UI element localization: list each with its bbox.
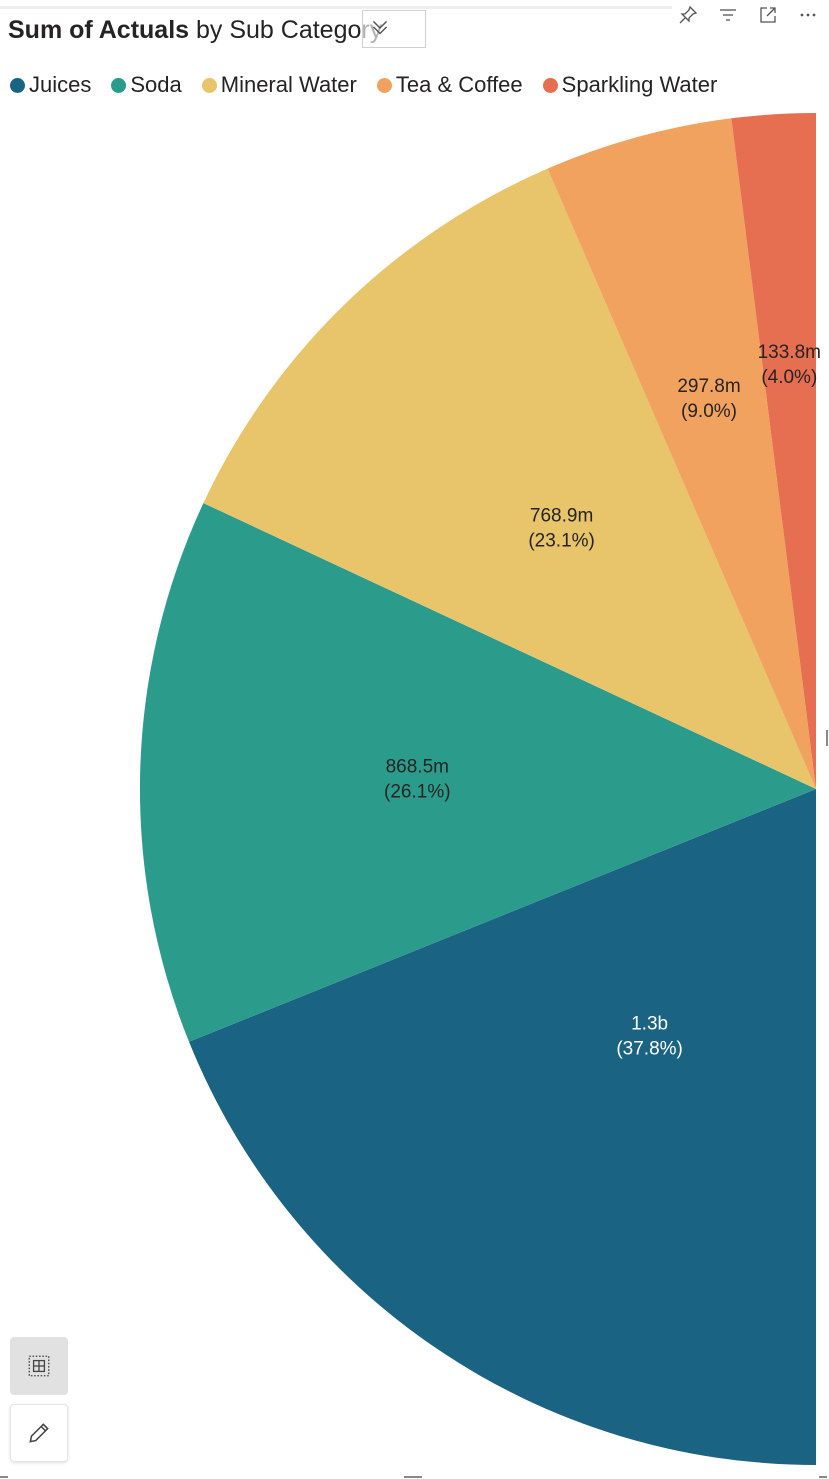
slice-data-label: 133.8m (4.0%): [758, 342, 821, 388]
pin-icon: [679, 5, 698, 24]
slice-data-label: 768.9m (23.1%): [528, 505, 595, 551]
pie-slice-juices[interactable]: [189, 789, 816, 1465]
legend-color-dot: [376, 77, 392, 93]
legend-item-tea-coffee[interactable]: Tea & Coffee: [376, 72, 523, 98]
slice-data-label: 1.3b (37.8%): [616, 1014, 683, 1060]
table-view-button[interactable]: [10, 1337, 68, 1395]
legend-label: Soda: [130, 72, 182, 97]
corner-mark-bottom-left: [0, 1476, 8, 1478]
legend-label: Juices: [29, 72, 92, 97]
chart-title: Sum of Actuals by Sub Category: [8, 16, 382, 45]
focus-mode-icon: [760, 7, 776, 23]
legend-color-dot: [201, 77, 217, 93]
slice-data-label: 868.5m (26.1%): [384, 756, 451, 802]
legend-color-dot: [111, 77, 127, 93]
edit-button[interactable]: [10, 1404, 68, 1462]
legend-label: Sparkling Water: [561, 72, 718, 97]
legend-color-dot: [10, 77, 25, 93]
resize-handle-right[interactable]: [826, 730, 828, 746]
pie-slice-soda[interactable]: [139, 503, 816, 1042]
visual-header-icons: [675, 2, 821, 28]
drill-down-button[interactable]: [362, 10, 426, 48]
drill-down-chevrons-icon: [372, 20, 388, 35]
pie-slice-tea-coffee[interactable]: [547, 118, 817, 790]
legend-item-juices[interactable]: Juices: [10, 72, 91, 98]
legend-label: Tea & Coffee: [395, 72, 523, 97]
chart-title-bold: Sum of Actuals: [8, 16, 190, 44]
legend-item-soda[interactable]: Soda: [111, 72, 182, 98]
legend-label: Mineral Water: [220, 72, 357, 97]
chart-legend: Juices Soda Mineral Water Tea & Coffee S…: [10, 72, 737, 98]
filter-button[interactable]: [715, 2, 741, 28]
pin-button[interactable]: [675, 2, 701, 28]
pie-slice-sparkling-water[interactable]: [731, 112, 816, 790]
more-options-icon: [800, 13, 816, 17]
legend-color-dot: [542, 77, 558, 93]
focus-mode-button[interactable]: [755, 2, 781, 28]
pencil-edit-icon: [29, 1423, 49, 1443]
resize-handle-bottom[interactable]: [404, 1476, 422, 1478]
pie-slice-mineral-water[interactable]: [203, 168, 816, 790]
filter-icon: [720, 9, 736, 21]
table-view-icon: [28, 1355, 50, 1377]
chart-title-rest: by Sub Category: [189, 16, 383, 44]
legend-item-sparkling-water[interactable]: Sparkling Water: [542, 72, 718, 98]
corner-mark-bottom-right: [819, 1476, 827, 1478]
slice-data-label: 297.8m (9.0%): [677, 376, 740, 422]
legend-item-mineral-water[interactable]: Mineral Water: [201, 72, 357, 98]
more-options-button[interactable]: [795, 2, 821, 28]
visual-header-rule: [0, 6, 672, 9]
